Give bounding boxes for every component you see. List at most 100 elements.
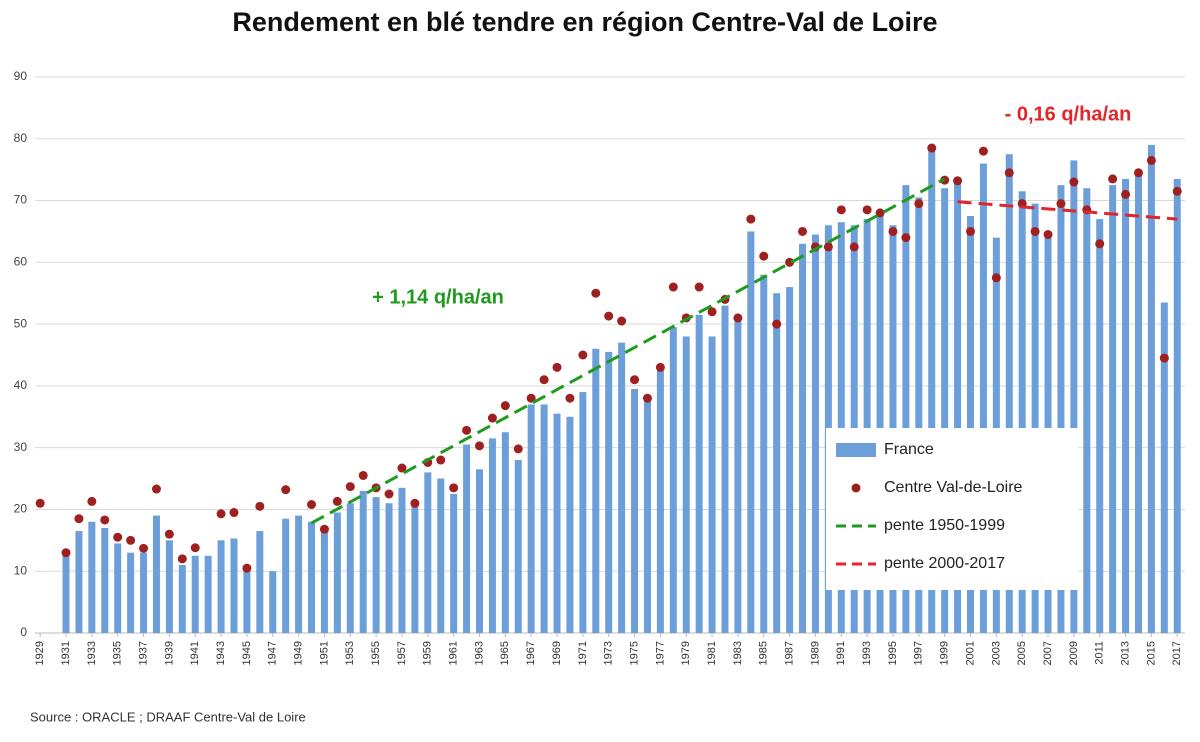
point xyxy=(1146,155,1156,165)
point xyxy=(526,393,536,403)
annotation: + 1,14 q/ha/an xyxy=(372,286,504,308)
bar xyxy=(1070,160,1078,633)
point xyxy=(1095,239,1105,249)
bar xyxy=(75,531,83,633)
x-tick-label: 1947 xyxy=(267,641,279,665)
x-tick-label: 2003 xyxy=(990,641,1002,665)
bar xyxy=(88,521,96,633)
bar xyxy=(204,555,212,633)
point xyxy=(74,514,84,524)
bar xyxy=(217,540,225,633)
point xyxy=(578,350,588,360)
point xyxy=(126,535,136,545)
point xyxy=(1172,186,1182,196)
bar xyxy=(372,497,380,633)
point xyxy=(384,489,394,499)
legend-label: pente 1950-1999 xyxy=(884,517,1005,534)
bar xyxy=(1109,185,1117,633)
point xyxy=(358,470,368,480)
point xyxy=(565,393,575,403)
bar xyxy=(1005,154,1013,633)
bar xyxy=(669,327,677,633)
bar xyxy=(786,287,794,633)
x-tick-label: 2017 xyxy=(1171,641,1183,665)
y-tick-label: 70 xyxy=(14,193,28,207)
point xyxy=(552,362,562,372)
y-tick-label: 10 xyxy=(14,563,28,577)
bar xyxy=(876,212,884,633)
bar xyxy=(437,478,445,633)
point xyxy=(746,214,756,224)
point xyxy=(151,484,161,494)
trend-line xyxy=(957,200,1178,221)
bar xyxy=(256,531,264,633)
point xyxy=(785,257,795,267)
annotation: - 0,16 q/ha/an xyxy=(1005,103,1132,125)
x-tick-label: 2001 xyxy=(964,641,976,665)
bar xyxy=(967,216,975,633)
bar xyxy=(773,293,781,633)
legend-label: France xyxy=(884,441,934,458)
point xyxy=(630,375,640,385)
point xyxy=(733,313,743,323)
bar xyxy=(475,469,483,633)
chart-title: Rendement en blé tendre en région Centre… xyxy=(232,7,937,37)
bar xyxy=(243,571,251,633)
y-tick-label: 80 xyxy=(14,131,28,145)
point xyxy=(462,425,472,435)
bar xyxy=(540,404,548,633)
point xyxy=(177,554,187,564)
point xyxy=(1056,199,1066,209)
bar xyxy=(1122,178,1130,633)
bar xyxy=(979,163,987,633)
x-tick-label: 1955 xyxy=(370,641,382,665)
x-tick-label: 1975 xyxy=(628,641,640,665)
point xyxy=(694,282,704,292)
point xyxy=(449,483,459,493)
point xyxy=(61,548,71,558)
x-tick-label: 1953 xyxy=(344,641,356,665)
bar xyxy=(579,392,587,633)
bar xyxy=(799,243,807,634)
x-tick-label: 1971 xyxy=(577,641,589,665)
bar xyxy=(463,444,471,633)
point xyxy=(1121,189,1131,199)
bar xyxy=(114,543,122,633)
x-tick-label: 1951 xyxy=(318,641,330,665)
bar xyxy=(230,538,238,633)
x-tick-label: 1979 xyxy=(680,641,692,665)
x-tick-label: 1957 xyxy=(396,641,408,665)
point xyxy=(113,532,123,542)
point xyxy=(591,288,601,298)
point xyxy=(953,176,963,186)
point xyxy=(1069,177,1079,187)
bar xyxy=(359,490,367,633)
x-tick-label: 2015 xyxy=(1145,641,1157,665)
x-tick-label: 1965 xyxy=(499,641,511,665)
point xyxy=(772,319,782,329)
x-tick-label: 1935 xyxy=(112,641,124,665)
bar xyxy=(695,314,703,633)
x-tick-label: 1937 xyxy=(137,641,149,665)
bar xyxy=(1018,191,1026,634)
x-tick-label: 1985 xyxy=(758,641,770,665)
point xyxy=(255,501,265,511)
bar xyxy=(295,515,303,633)
point xyxy=(242,563,252,573)
bar xyxy=(140,552,148,633)
bar xyxy=(346,503,354,633)
x-tick-label: 1949 xyxy=(293,641,305,665)
bar xyxy=(553,413,561,633)
point xyxy=(87,496,97,506)
point xyxy=(707,307,717,317)
x-tick-label: 1997 xyxy=(913,641,925,665)
legend-swatch xyxy=(836,443,876,457)
bar xyxy=(178,565,186,633)
bar xyxy=(760,274,768,633)
x-tick-label: 2009 xyxy=(1068,641,1080,665)
point xyxy=(888,226,898,236)
x-tick-label: 2005 xyxy=(1016,641,1028,665)
y-tick-label: 90 xyxy=(14,69,28,83)
point xyxy=(539,375,549,385)
bar xyxy=(269,571,277,633)
